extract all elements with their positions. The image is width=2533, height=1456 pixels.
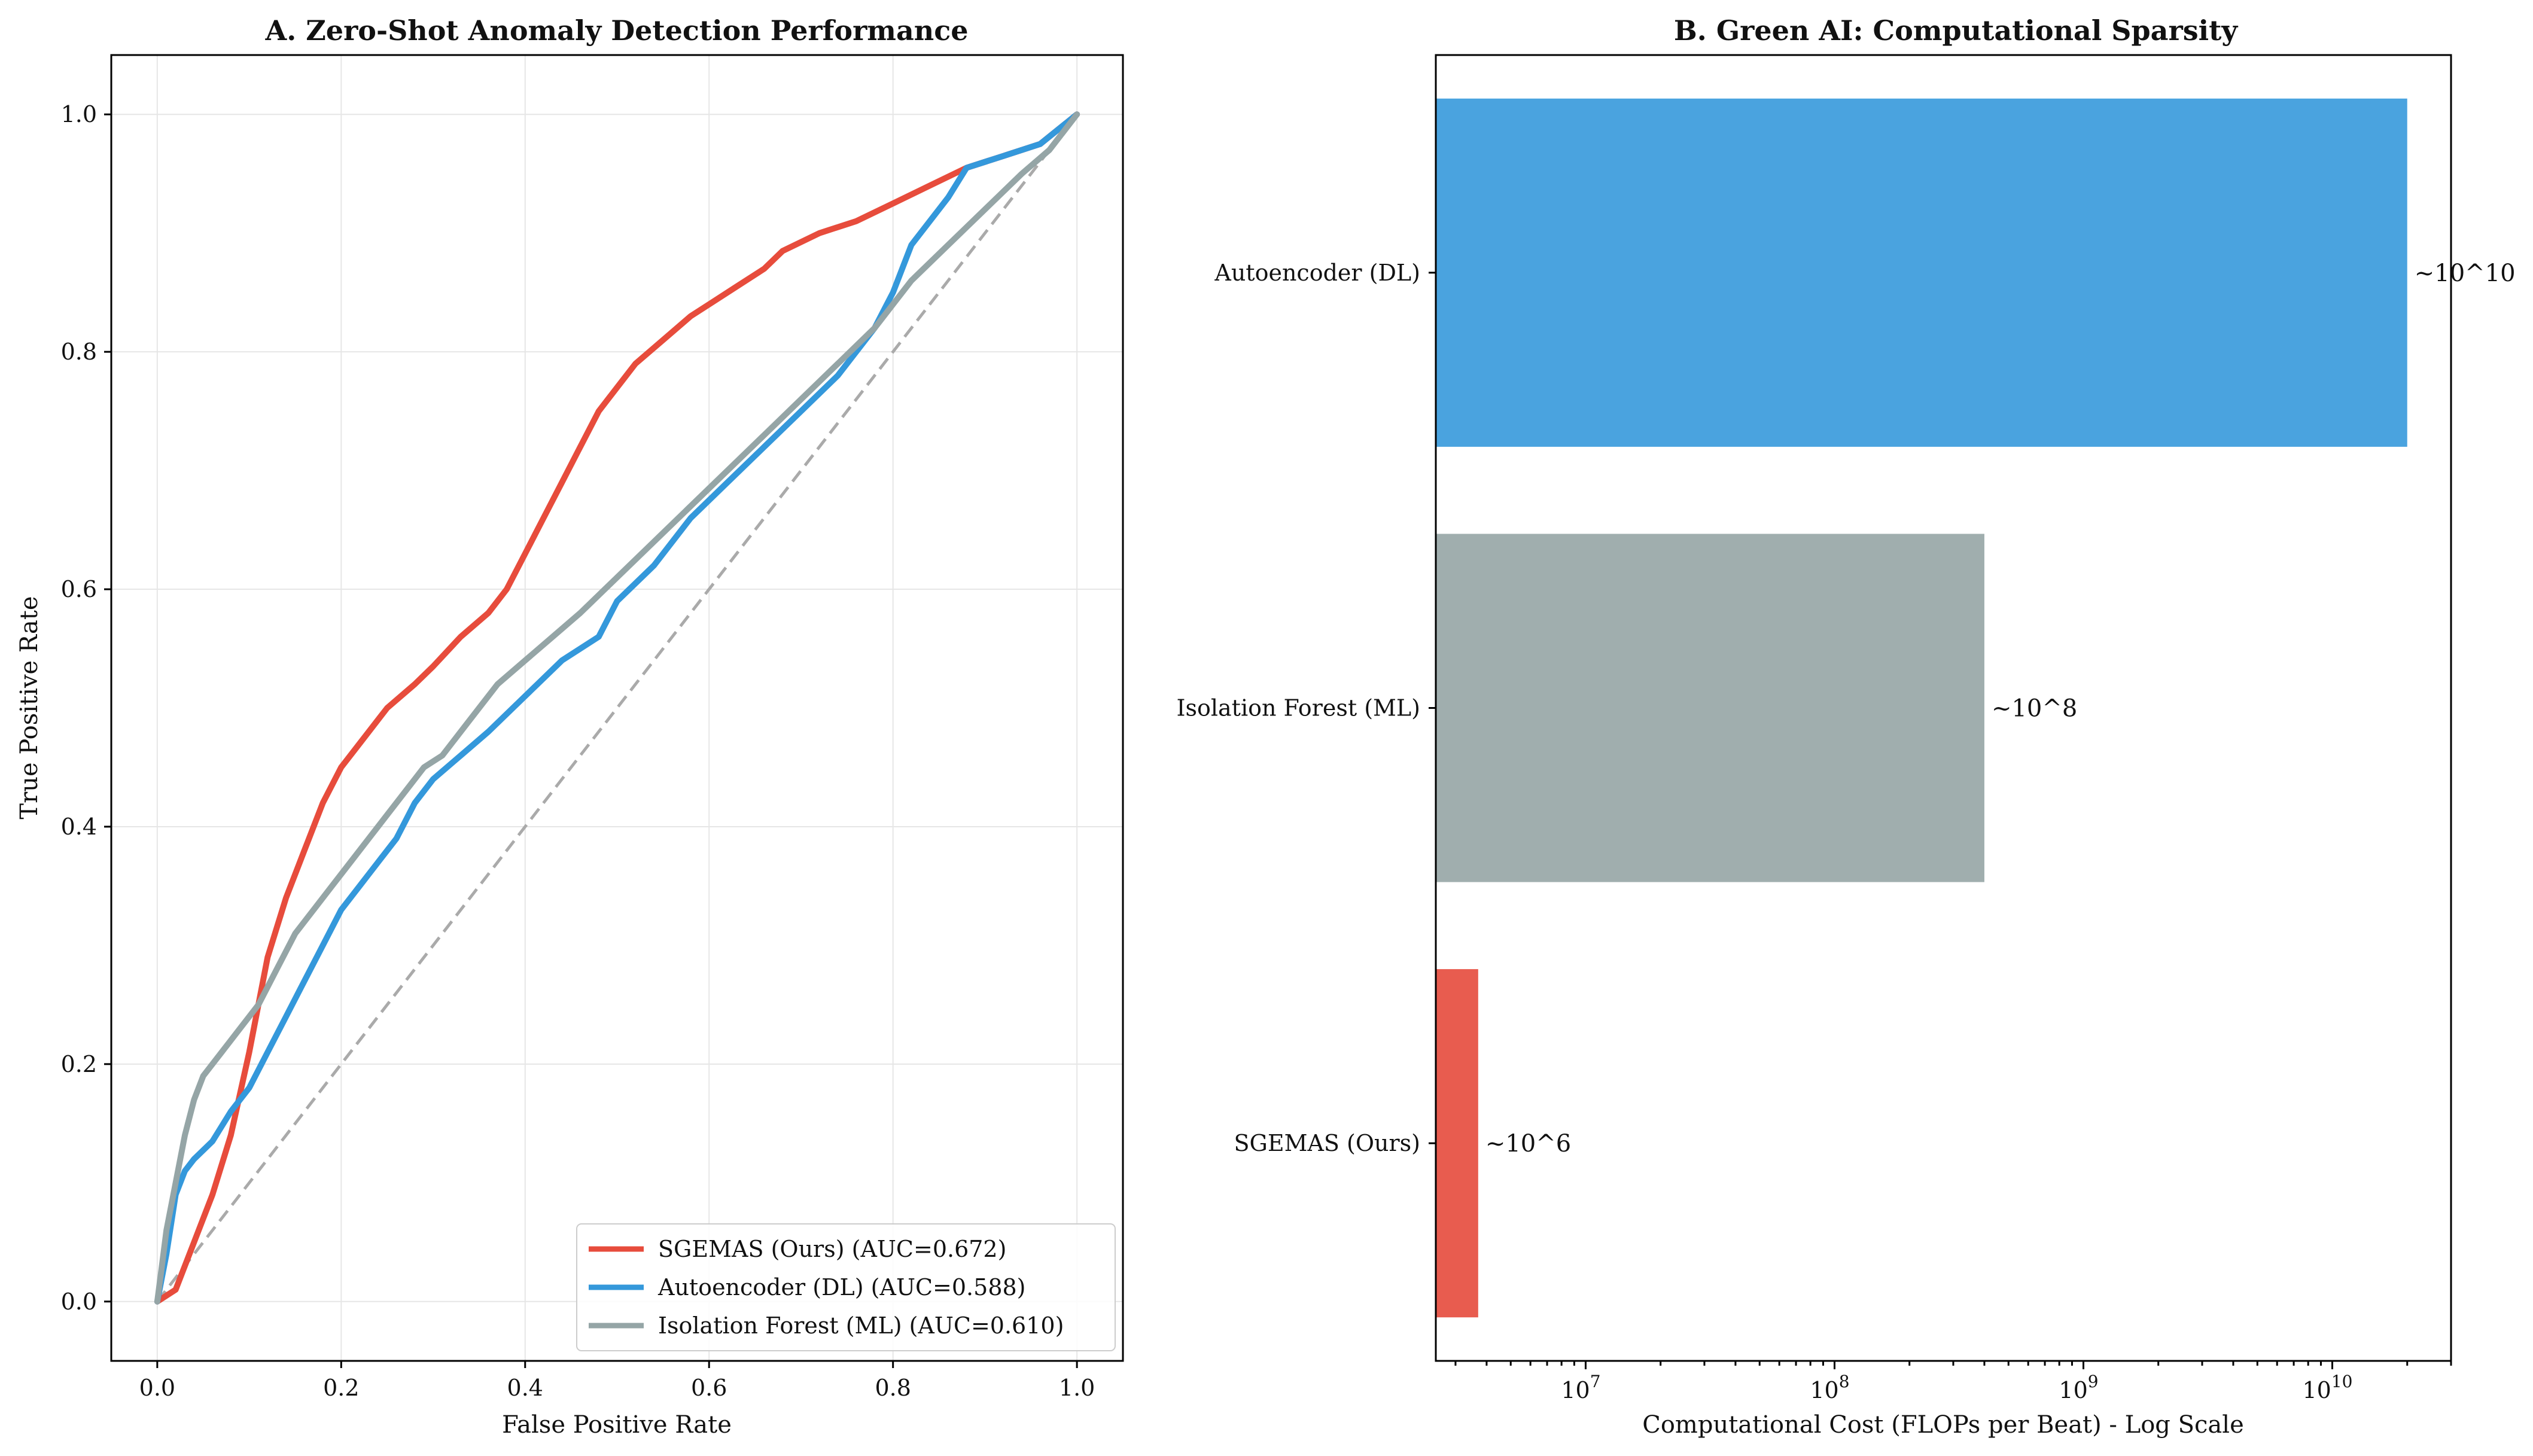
roc-legend-box <box>576 1223 1116 1351</box>
roc-curve-sgemas <box>154 111 1080 1305</box>
roc-x-tick-label: 1.0 <box>1059 1375 1095 1401</box>
bar-annotation: ~10^8 <box>1992 695 2077 723</box>
roc-y-tick-label: 0.2 <box>61 1051 97 1077</box>
legend-label-sgemas: SGEMAS (Ours) (AUC=0.672) <box>658 1236 1006 1262</box>
bar-isolation-forest <box>1436 534 1984 882</box>
flops-x-axis: 107 108 109 1010 <box>1454 1361 2452 1403</box>
bar-annotation: ~10^6 <box>1485 1130 1571 1158</box>
roc-y-tick-label: 0.0 <box>61 1289 97 1315</box>
flops-y-tick-label: SGEMAS (Ours) <box>1234 1130 1420 1156</box>
roc-x-tick-label: 0.8 <box>875 1375 911 1401</box>
flops-y-axis: Autoencoder (DL) Isolation Forest (ML) SGE… <box>1176 260 1436 1156</box>
roc-curve-isolation-forest <box>154 111 1080 1305</box>
bar-autoencoder <box>1436 98 2407 447</box>
flops-x-tick-label: 1010 <box>2303 1372 2353 1403</box>
roc-x-tick-label: 0.2 <box>323 1375 359 1401</box>
roc-legend: SGEMAS (Ours) (AUC=0.672) Autoencoder (D… <box>576 1223 1116 1351</box>
roc-y-tick-label: 0.4 <box>61 814 97 840</box>
legend-label-isolation-forest: Isolation Forest (ML) (AUC=0.610) <box>658 1312 1064 1339</box>
roc-x-tick-label: 0.0 <box>139 1375 175 1401</box>
roc-y-axis-label: True Positive Rate <box>16 596 43 819</box>
roc-y-tick-label: 0.8 <box>61 339 97 365</box>
flops-bars <box>1436 98 2407 1318</box>
roc-x-axis: 0.0 0.2 0.4 0.6 0.8 1.0 <box>139 1361 1095 1401</box>
flops-x-tick-label: 108 <box>1810 1372 1849 1403</box>
chance-diagonal-line <box>156 113 1079 1303</box>
flops-x-axis-label: Computational Cost (FLOPs per Beat) - Lo… <box>1642 1411 2244 1439</box>
roc-curve-autoencoder <box>154 111 1080 1305</box>
flops-x-tick-label: 109 <box>2059 1372 2098 1403</box>
bar-sgemas <box>1436 969 1478 1318</box>
bar-annotation: ~10^10 <box>2415 260 2516 287</box>
roc-chart: A. Zero-Shot Anomaly Detection Performan… <box>16 14 1124 1439</box>
flops-chart: B. Green AI: Computational Sparsity 107 1… <box>1176 14 2515 1439</box>
flops-y-tick-label: Autoencoder (DL) <box>1214 260 1420 286</box>
roc-x-tick-label: 0.4 <box>507 1375 543 1401</box>
legend-label-autoencoder: Autoencoder (DL) (AUC=0.588) <box>657 1274 1026 1300</box>
roc-x-tick-label: 0.6 <box>691 1375 727 1401</box>
flops-chart-title: B. Green AI: Computational Sparsity <box>1674 14 2238 47</box>
roc-x-axis-label: False Positive Rate <box>502 1411 732 1439</box>
flops-bar-annotations: ~10^10 ~10^8 ~10^6 <box>1485 260 2516 1158</box>
roc-series <box>154 111 1080 1305</box>
roc-reference-line <box>156 113 1079 1303</box>
flops-x-tick-label: 107 <box>1561 1372 1600 1403</box>
roc-plot-frame <box>110 54 1124 1362</box>
roc-y-tick-label: 1.0 <box>61 101 97 127</box>
flops-y-tick-label: Isolation Forest (ML) <box>1176 695 1420 721</box>
roc-chart-title: A. Zero-Shot Anomaly Detection Performan… <box>265 14 969 47</box>
roc-y-axis: 0.0 0.2 0.4 0.6 0.8 1.0 <box>61 101 111 1315</box>
roc-y-tick-label: 0.6 <box>61 576 97 602</box>
